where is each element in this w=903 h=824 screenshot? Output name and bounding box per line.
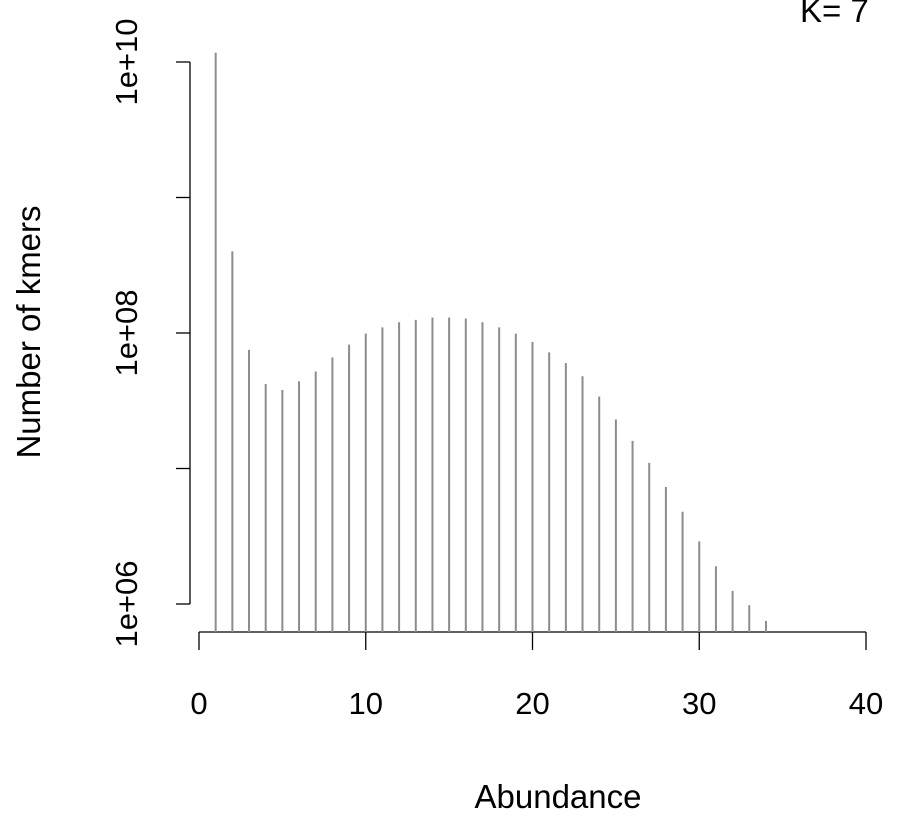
x-tick-label: 0 [190,686,207,721]
y-ticks: 1e+06 1e+08 1e+10 [109,18,190,648]
bars [214,52,767,632]
x-tick-label: 40 [849,686,883,721]
x-tick-label: 10 [349,686,383,721]
y-tick-label: 1e+08 [109,289,144,376]
x-tick-label: 20 [515,686,549,721]
chart-title: K= 7 [800,0,869,29]
x-axis-title: Abundance [475,778,642,815]
y-axis: 1e+06 1e+08 1e+10 [109,18,191,648]
y-axis-title: Number of kmers [10,205,47,458]
x-ticks: 0 10 20 30 40 [190,632,883,721]
y-tick-label: 1e+06 [109,560,144,647]
x-axis: 0 10 20 30 40 [190,631,883,721]
x-tick-label: 30 [682,686,716,721]
y-tick-label: 1e+10 [109,18,144,105]
